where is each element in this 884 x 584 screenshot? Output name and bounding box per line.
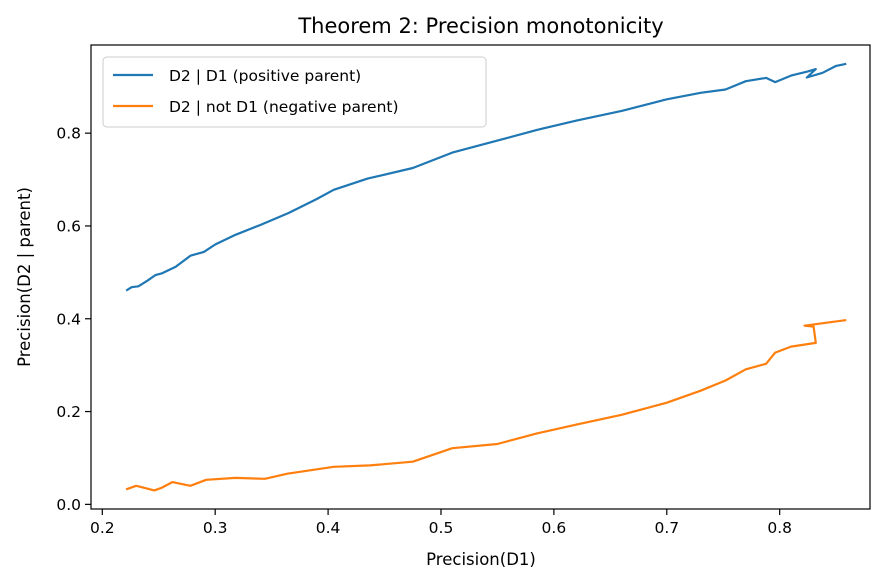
x-tick-label: 0.7 [654, 519, 679, 537]
legend: D2 | D1 (positive parent) D2 | not D1 (ne… [102, 56, 487, 128]
legend-label-2: D2 | not D1 (negative parent) [169, 98, 399, 116]
x-tick-label: 0.8 [767, 519, 792, 537]
legend-label-1: D2 | D1 (positive parent) [169, 67, 361, 85]
series-line-2 [125, 318, 847, 492]
legend-box [102, 56, 487, 128]
y-tick-label: 0.0 [56, 496, 81, 514]
x-tick-label: 0.6 [542, 519, 567, 537]
y-tick-label: 0.6 [56, 217, 81, 235]
y-tick-label: 0.2 [56, 403, 81, 421]
chart-title: Theorem 2: Precision monotonicity [297, 14, 663, 38]
ticks-layer: 0.2 0.3 0.4 0.5 0.6 0.7 0.8 0.0 0.2 0.4 0.6 0.8 [56, 125, 792, 537]
x-axis-label: Precision(D1) [426, 550, 536, 569]
y-axis-label: Precision(D2 | parent) [15, 187, 34, 367]
x-tick-label: 0.4 [316, 519, 341, 537]
plot-area-frame [90, 44, 871, 510]
series-layer [125, 62, 847, 492]
y-tick-label: 0.4 [56, 310, 81, 328]
x-tick-label: 0.5 [429, 519, 454, 537]
series-line-1 [125, 62, 847, 292]
x-tick-label: 0.2 [90, 519, 115, 537]
x-tick-label: 0.3 [203, 519, 228, 537]
y-tick-label: 0.8 [56, 125, 81, 143]
